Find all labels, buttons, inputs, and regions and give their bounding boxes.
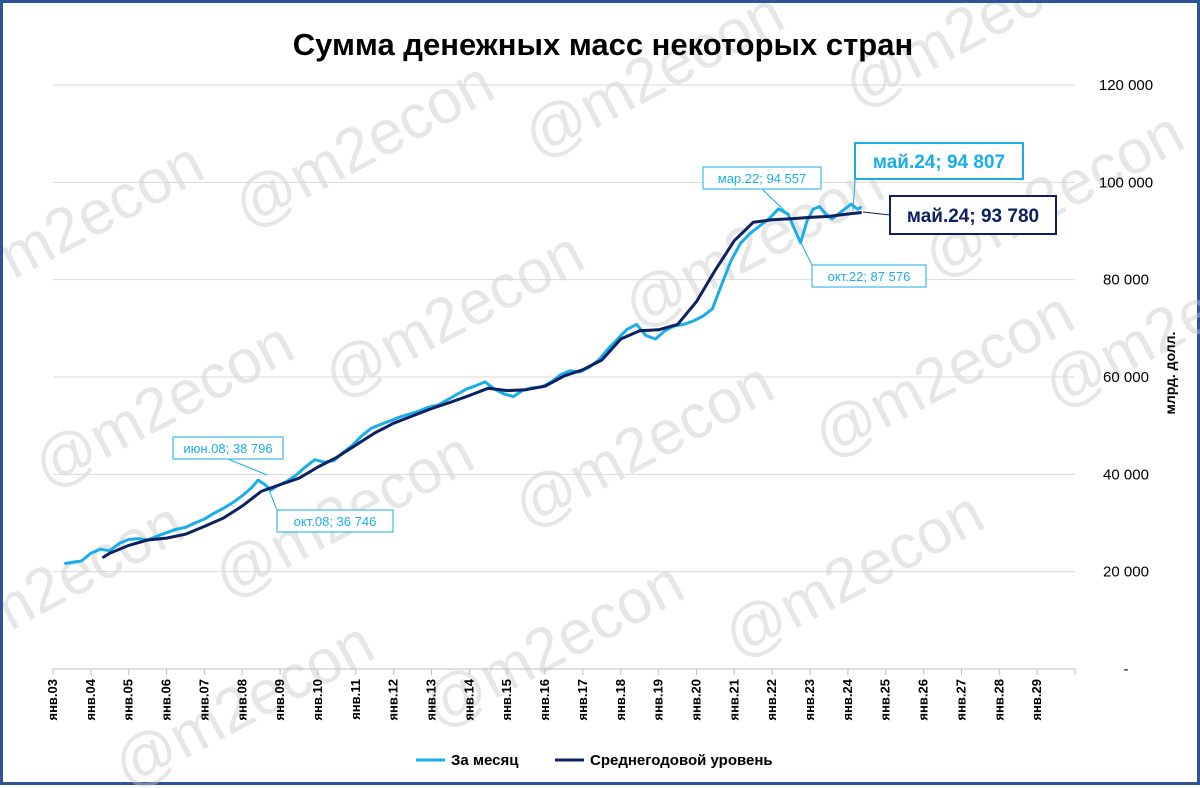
y-tick-label: 120 000 (1099, 77, 1153, 94)
watermark-layer: @m2econ @m2econ @m2econ @m2econ@m2econ @m2ec… (3, 3, 1200, 788)
x-tick-label: янв.09 (272, 679, 287, 721)
x-tick-label: янв.22 (764, 679, 779, 721)
x-tick-label: янв.18 (613, 679, 628, 721)
annotation-leader (799, 240, 813, 266)
watermark-text: @m2econ (222, 48, 505, 242)
annotation-label: окт.08; 36 746 (294, 514, 377, 529)
annotation-box (854, 142, 1024, 180)
annotation-box (889, 195, 1057, 235)
x-tick-label: янв.10 (310, 679, 325, 721)
annotation-leader (761, 188, 788, 214)
x-tick-label: янв.23 (802, 679, 817, 721)
x-tick-label: янв.26 (916, 679, 931, 721)
legend: За месяц Среднегодовой уровень (416, 752, 773, 769)
x-tick-label: янв.11 (348, 679, 363, 720)
x-tick-label: янв.05 (121, 679, 136, 721)
legend-label-monthly: За месяц (451, 752, 519, 769)
annotation-leader (227, 458, 268, 476)
x-tick-label: янв.07 (196, 679, 211, 721)
annotation-label: май.24; 94 807 (873, 152, 1005, 173)
y-axis-label: млрд. долл. (1162, 332, 1178, 415)
watermark-text: @m2econ (712, 478, 995, 672)
annotation-label: май.24; 93 780 (907, 206, 1039, 227)
annotations: июн.08; 38 796 окт.08; 36 746 мар.22; 94 5… (172, 142, 1057, 533)
x-tick-label: янв.27 (953, 679, 968, 721)
annotation-leader (268, 489, 278, 511)
x-tick-label: янв.19 (651, 679, 666, 721)
line-chart: @m2econ @m2econ @m2econ @m2econ@m2econ @m2ec… (3, 3, 1200, 788)
watermark-text: @m2econ (3, 488, 195, 682)
y-tick-label: 40 000 (1103, 466, 1149, 483)
y-tick-label: 60 000 (1103, 369, 1149, 386)
x-tick-label: янв.29 (1029, 679, 1044, 721)
annotation-box (172, 436, 284, 460)
annotation-label: июн.08; 38 796 (183, 441, 272, 456)
x-tick-label: янв.17 (575, 679, 590, 721)
x-tick-label: янв.14 (461, 678, 476, 720)
x-tick-label: янв.06 (159, 679, 174, 721)
watermark-text: @m2econ (3, 128, 215, 322)
y-tick-label: 20 000 (1103, 564, 1149, 581)
x-tick-label: янв.03 (45, 679, 60, 721)
x-tick-label: янв.20 (688, 679, 703, 721)
x-tick-label: янв.08 (234, 679, 249, 721)
x-tick-label: янв.04 (83, 678, 98, 720)
x-tick-label: янв.25 (878, 679, 893, 721)
x-tick-label: янв.21 (726, 679, 741, 721)
x-tick-label: янв.28 (991, 679, 1006, 721)
y-tick-label: 80 000 (1103, 272, 1149, 289)
x-tick-label: янв.16 (537, 679, 552, 721)
annotation-label: окт.22; 87 576 (828, 269, 911, 284)
x-tick-label: янв.13 (424, 679, 439, 721)
annotation-leader (852, 178, 856, 212)
annotation-box (702, 166, 822, 190)
legend-label-average: Среднегодовой уровень (590, 752, 773, 769)
watermark-text: @m2econ (832, 3, 1115, 122)
x-tick-label: янв.24 (840, 678, 855, 720)
x-axis: янв.03 янв.04 янв.05 янв.06 янв.07 янв.08 янв.… (45, 668, 1076, 721)
series-line-average (102, 211, 862, 559)
x-tick-label: янв.15 (499, 679, 514, 721)
y-tick-label: - (1124, 661, 1129, 678)
annotation-label: мар.22; 94 557 (718, 171, 806, 186)
y-axis-ticks: - 20 000 40 000 60 000 80 000 100 000 120 000 (1099, 77, 1153, 678)
series-lines (64, 202, 862, 565)
annotation-box (276, 509, 394, 533)
y-tick-label: 100 000 (1099, 174, 1153, 191)
annotation-leader (862, 211, 891, 216)
x-tick-label: янв.12 (386, 679, 401, 721)
series-line-monthly (64, 202, 862, 565)
watermark-text: @m2econ (912, 98, 1195, 292)
annotation-box (811, 264, 927, 288)
chart-title: Сумма денежных масс некоторых стран (293, 27, 913, 62)
